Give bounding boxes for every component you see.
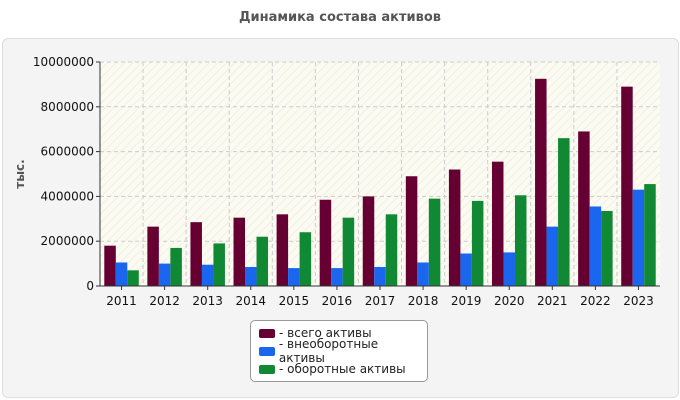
bar-2012-s1 [158,263,171,286]
bar-2020-s1 [503,252,515,286]
bar-2015-s1 [288,268,300,286]
legend-label-noncurrent: - внеоборотные активы [278,337,379,365]
x-tick-label: 2014 [235,294,266,308]
bar-2023-s1 [632,189,645,286]
legend-swatch-noncurrent [259,346,275,356]
x-tick-label: 2015 [279,294,310,308]
y-tick-label: 2000000 [41,234,94,248]
y-tick-label: 4000000 [41,189,94,203]
bar-2018-s1 [417,262,429,286]
bar-2020-s2 [514,195,527,286]
bar-2016-s2 [342,217,355,286]
x-tick-label: 2013 [192,294,223,308]
bar-2018-s2 [428,198,441,286]
bars [104,78,656,286]
bar-2023-s0 [621,86,633,286]
bar-2017-s0 [362,196,375,286]
bar-2014-s0 [233,217,246,286]
bar-2019-s1 [460,253,472,286]
y-tick-label: 0 [86,279,94,293]
y-tick-label: 6000000 [41,145,94,159]
bar-2015-s0 [276,214,289,286]
x-tick-label: 2022 [580,294,611,308]
legend-label-current: - оборотные активы [279,362,406,376]
bar-2023-s2 [644,184,656,286]
legend-item-total: - всего активы [259,324,427,342]
chart-title: Динамика состава активов [238,10,442,25]
axes: 0 2000000 4000000 6000000 8000000 10000000 201… [33,55,660,308]
legend-label-total: - всего активы [279,326,372,340]
bar-2017-s2 [385,214,398,286]
x-tick-label: 2023 [623,294,654,308]
y-tick-label: 10000000 [33,55,94,69]
bar-2021-s1 [546,226,559,286]
bar-2020-s0 [491,161,504,286]
bar-2016-s0 [319,199,332,286]
x-tick-label: 2011 [106,294,137,308]
bar-2012-s2 [170,247,182,286]
bar-2011-s2 [127,270,139,286]
plot-area [100,62,660,286]
x-tick-label: 2016 [322,294,353,308]
x-tick-label: 2017 [365,294,396,308]
bar-2019-s2 [471,200,484,286]
y-tick-label: 8000000 [41,100,94,114]
bar-2021-s2 [558,138,570,286]
x-tick-label: 2019 [451,294,482,308]
x-tick-label: 2020 [494,294,525,308]
legend-item-current: - оборотные активы [259,360,427,378]
legend-item-noncurrent: - внеоборотные активы [259,337,427,365]
bar-2017-s1 [374,266,386,286]
bar-2019-s0 [448,169,461,286]
legend-swatch-current [259,364,275,374]
bar-2018-s0 [405,176,418,286]
bar-2011-s0 [104,245,116,286]
bar-2014-s1 [245,266,257,286]
bar-2013-s0 [190,222,202,286]
bar-2012-s0 [147,226,159,286]
bar-2016-s1 [331,268,343,286]
bar-2022-s2 [601,210,613,286]
bar-2015-s2 [299,232,312,286]
gridlines [100,61,660,286]
bar-2013-s2 [213,243,225,286]
legend-swatch-total [259,328,275,338]
legend: - всего активы - внеоборотные активы - о… [250,320,428,382]
bar-2022-s0 [578,131,590,286]
bar-2013-s1 [201,264,214,286]
y-axis-label: тыс. [13,159,27,188]
bar-2021-s0 [535,78,547,286]
x-tick-label: 2018 [408,294,439,308]
bar-2011-s1 [115,262,128,286]
x-tick-label: 2021 [537,294,568,308]
bar-2022-s1 [589,206,602,286]
bar-2014-s2 [256,236,269,286]
x-tick-label: 2012 [149,294,180,308]
